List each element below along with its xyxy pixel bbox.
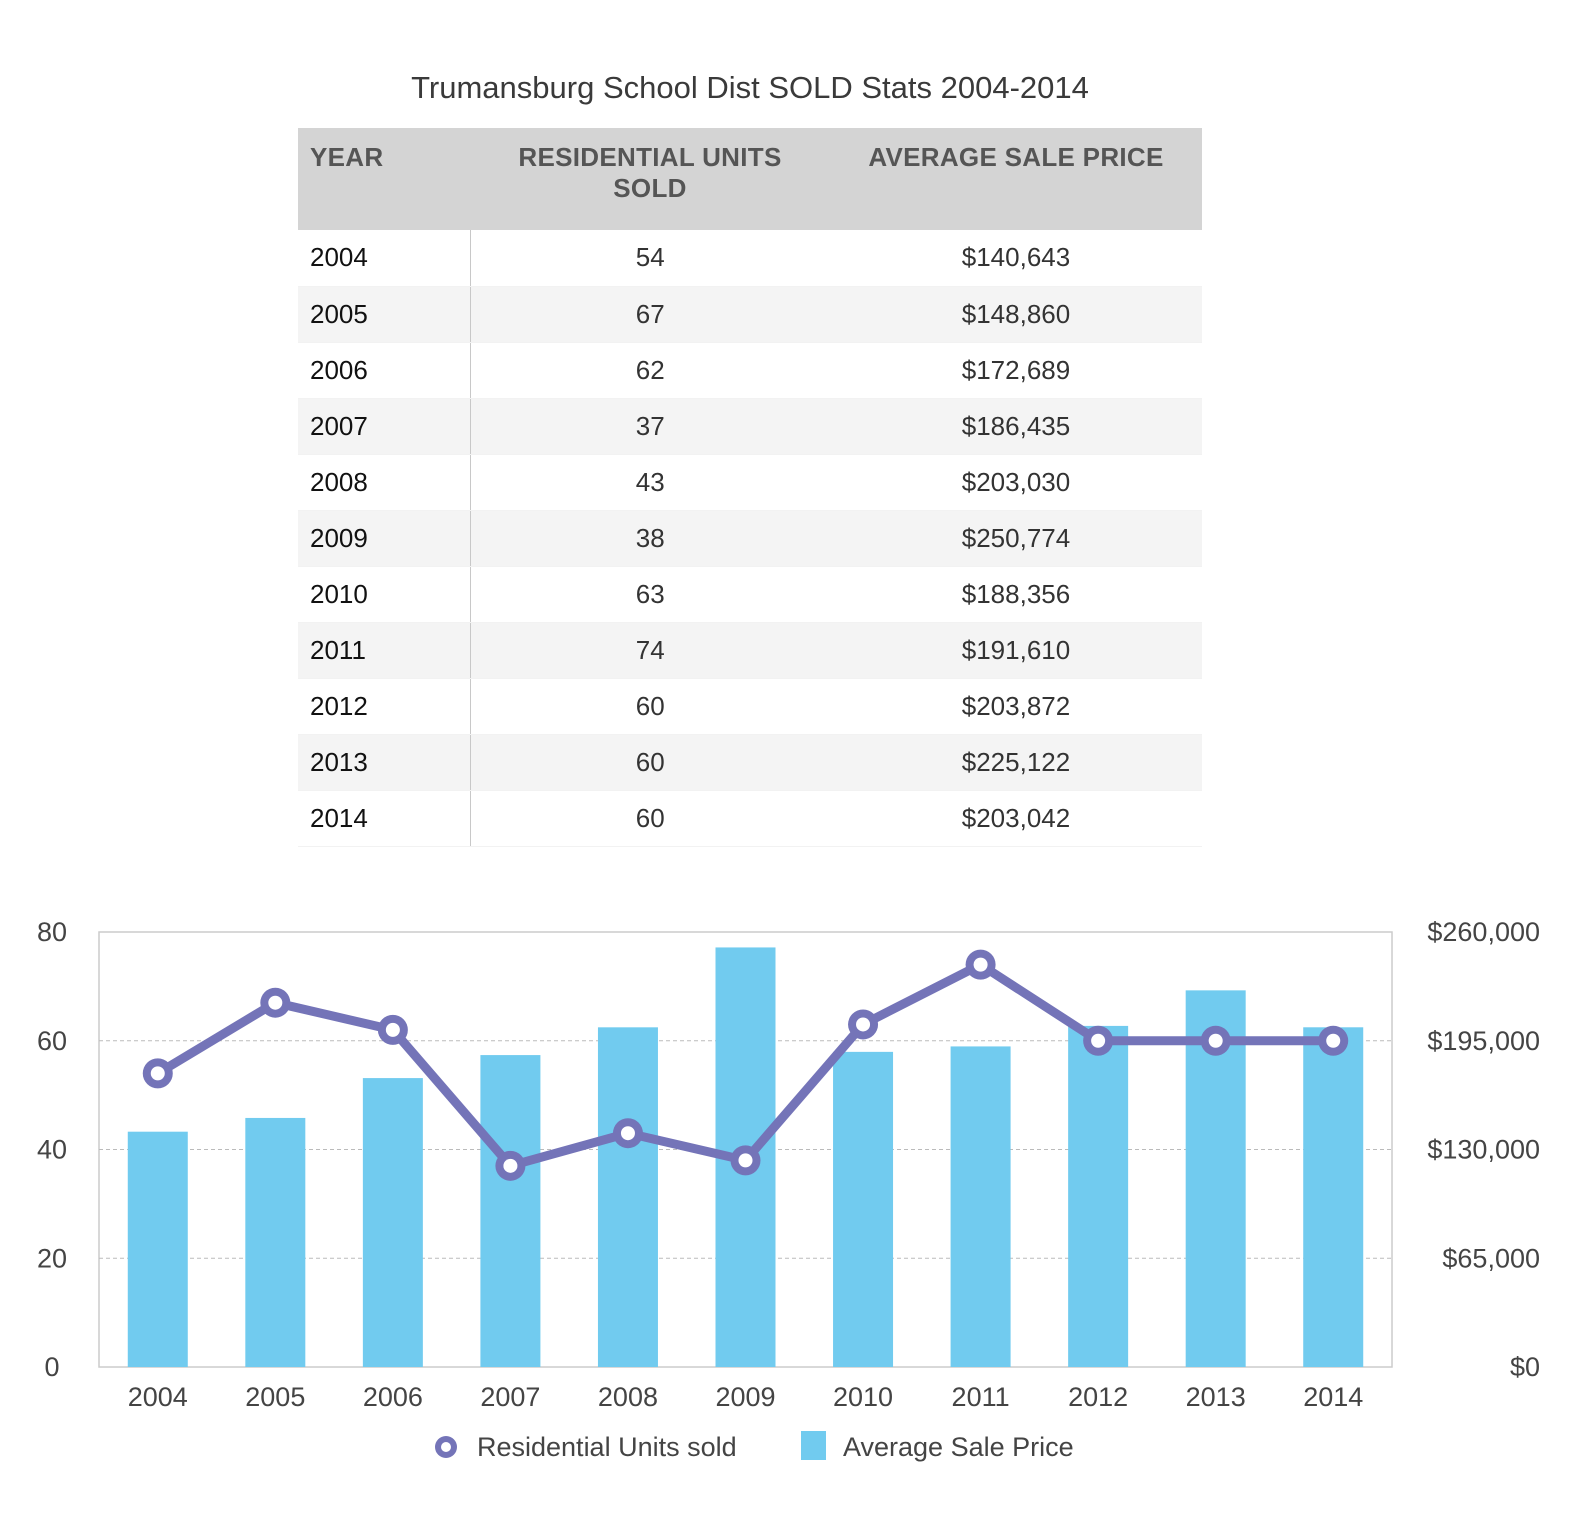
page-title: Trumansburg School Dist SOLD Stats 2004-… xyxy=(411,70,1089,105)
cell-price: $203,030 xyxy=(830,454,1202,511)
cell-units: 60 xyxy=(470,734,830,791)
stats-table: YEAR RESIDENTIAL UNITS SOLD AVERAGE SALE… xyxy=(298,128,1202,847)
y-left-tick-label: 60 xyxy=(37,1026,67,1056)
units-point-center xyxy=(738,1153,753,1168)
cell-year: 2011 xyxy=(298,622,471,679)
cell-year: 2010 xyxy=(298,566,471,623)
table-row: 2007 37 $186,435 xyxy=(298,398,1202,455)
x-tick-label: 2010 xyxy=(833,1382,893,1412)
cell-year: 2007 xyxy=(298,398,471,455)
cell-year: 2005 xyxy=(298,286,471,343)
x-tick-label: 2004 xyxy=(128,1382,188,1412)
units-point-center xyxy=(150,1066,165,1081)
legend-line-marker-center xyxy=(441,1442,451,1452)
y-right-tick-label: $260,000 xyxy=(1427,917,1540,947)
cell-units: 60 xyxy=(470,790,830,847)
x-tick-label: 2007 xyxy=(480,1382,540,1412)
table-row: 2009 38 $250,774 xyxy=(298,510,1202,567)
x-tick-label: 2009 xyxy=(715,1382,775,1412)
bar-2004 xyxy=(127,1131,188,1367)
legend-price-label: Average Sale Price xyxy=(843,1432,1074,1462)
cell-units: 54 xyxy=(470,230,830,287)
units-point-center xyxy=(1208,1033,1223,1048)
bar-2014 xyxy=(1303,1027,1364,1367)
table-header-row: YEAR RESIDENTIAL UNITS SOLD AVERAGE SALE… xyxy=(298,128,1202,230)
cell-price: $172,689 xyxy=(830,342,1202,399)
cell-price: $225,122 xyxy=(830,734,1202,791)
cell-units: 74 xyxy=(470,622,830,679)
table-row: 2006 62 $172,689 xyxy=(298,342,1202,399)
table-row: 2014 60 $203,042 xyxy=(298,790,1202,847)
cell-units: 38 xyxy=(470,510,830,567)
bar-2005 xyxy=(245,1117,306,1367)
cell-units: 62 xyxy=(470,342,830,399)
cell-units: 60 xyxy=(470,678,830,735)
units-point-center xyxy=(1091,1033,1106,1048)
cell-units: 63 xyxy=(470,566,830,623)
bar-2006 xyxy=(362,1078,423,1367)
legend-bar-swatch xyxy=(801,1431,826,1460)
table-row: 2013 60 $225,122 xyxy=(298,734,1202,791)
cell-units: 67 xyxy=(470,286,830,343)
cell-year: 2013 xyxy=(298,734,471,791)
cell-price: $140,643 xyxy=(830,230,1202,287)
cell-year: 2012 xyxy=(298,678,471,735)
units-point-center xyxy=(385,1022,400,1037)
cell-price: $188,356 xyxy=(830,566,1202,623)
cell-price: $191,610 xyxy=(830,622,1202,679)
y-left-tick-label: 20 xyxy=(37,1243,67,1273)
units-point-center xyxy=(268,995,283,1010)
y-left-tick-label: 40 xyxy=(37,1135,67,1165)
cell-year: 2004 xyxy=(298,230,471,287)
bar-2012 xyxy=(1068,1025,1129,1367)
cell-price: $148,860 xyxy=(830,286,1202,343)
y-left-tick-label: 0 xyxy=(44,1352,59,1382)
cell-price: $250,774 xyxy=(830,510,1202,567)
table-row: 2005 67 $148,860 xyxy=(298,286,1202,343)
cell-year: 2008 xyxy=(298,454,471,511)
bar-2010 xyxy=(833,1051,894,1367)
x-tick-label: 2006 xyxy=(363,1382,423,1412)
x-tick-label: 2008 xyxy=(598,1382,658,1412)
table-row: 2011 74 $191,610 xyxy=(298,622,1202,679)
cell-price: $186,435 xyxy=(830,398,1202,455)
x-tick-label: 2014 xyxy=(1303,1382,1363,1412)
combo-chart: 0 20 40 60 80 $0 $65,000 $130,000 $195,000 $260,0… xyxy=(37,917,1540,1462)
y-right-tick-label: $195,000 xyxy=(1427,1026,1540,1056)
table-row: 2012 60 $203,872 xyxy=(298,678,1202,735)
cell-units: 37 xyxy=(470,398,830,455)
units-point-center xyxy=(856,1017,871,1032)
units-point-center xyxy=(503,1158,518,1173)
bar-2011 xyxy=(950,1046,1011,1367)
units-point-center xyxy=(620,1126,635,1141)
table-body: 2004 54 $140,643 2005 67 $148,860 2006 62 $172,6… xyxy=(298,230,1202,847)
table-row: 2008 43 $203,030 xyxy=(298,454,1202,511)
x-tick-label: 2013 xyxy=(1186,1382,1246,1412)
y-left-tick-label: 80 xyxy=(37,917,67,947)
cell-year: 2006 xyxy=(298,342,471,399)
x-tick-label: 2011 xyxy=(952,1382,1010,1412)
units-point-center xyxy=(973,957,988,972)
y-right-tick-label: $65,000 xyxy=(1442,1243,1540,1273)
legend-units-label: Residential Units sold xyxy=(477,1432,737,1462)
units-point-center xyxy=(1326,1033,1341,1048)
table-row: 2004 54 $140,643 xyxy=(298,230,1202,287)
header-units: RESIDENTIAL UNITS SOLD xyxy=(470,128,830,230)
table-row: 2010 63 $188,356 xyxy=(298,566,1202,623)
x-tick-label: 2005 xyxy=(245,1382,305,1412)
y-right-tick-label: $0 xyxy=(1510,1352,1540,1382)
header-year: YEAR xyxy=(298,128,470,230)
cell-price: $203,872 xyxy=(830,678,1202,735)
header-price: AVERAGE SALE PRICE xyxy=(830,128,1202,230)
cell-year: 2014 xyxy=(298,790,471,847)
cell-price: $203,042 xyxy=(830,790,1202,847)
x-tick-label: 2012 xyxy=(1068,1382,1128,1412)
cell-units: 43 xyxy=(470,454,830,511)
bar-2007 xyxy=(480,1055,541,1367)
cell-year: 2009 xyxy=(298,510,471,567)
y-right-tick-label: $130,000 xyxy=(1427,1135,1540,1165)
bar-2008 xyxy=(597,1027,658,1367)
